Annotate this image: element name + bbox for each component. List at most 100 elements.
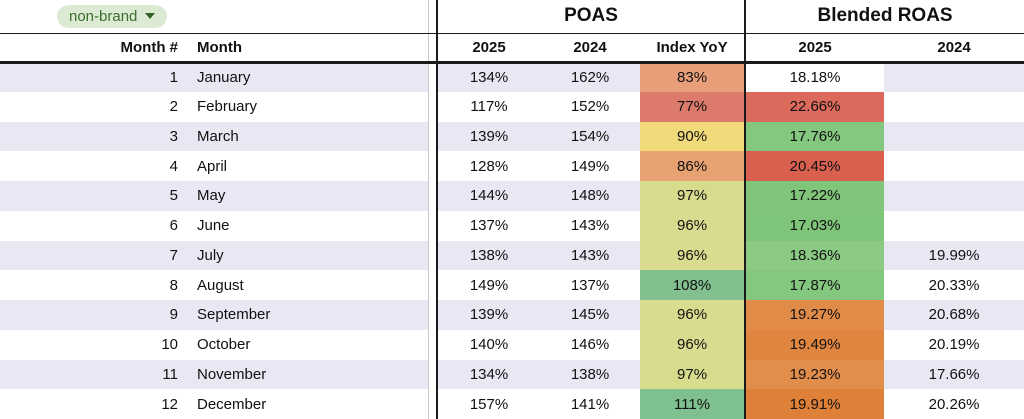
cell-month[interactable]: April bbox=[197, 157, 228, 175]
cell-poas-2025[interactable]: 138% bbox=[436, 240, 541, 271]
cell-month-number[interactable]: 2 bbox=[169, 98, 178, 116]
cell-poas-2025[interactable]: 144% bbox=[436, 181, 541, 211]
cell-roas-2024[interactable]: 20.68% bbox=[928, 306, 980, 324]
cell-index-yoy[interactable]: 83% bbox=[640, 62, 746, 92]
cell-month-number[interactable]: 1 bbox=[169, 69, 178, 87]
cell-poas-2024[interactable]: 145% bbox=[570, 306, 610, 324]
cell-poas-2025[interactable]: 134% bbox=[436, 62, 541, 92]
cell-index-yoy[interactable]: 96% bbox=[640, 210, 746, 241]
cell-roas-2025[interactable]: 18.36% bbox=[744, 240, 885, 271]
cell-month[interactable]: June bbox=[197, 217, 230, 235]
col-header-poas-2024[interactable]: 2024 bbox=[540, 33, 641, 64]
cell-roas-2025[interactable]: 18.18% bbox=[744, 62, 885, 92]
table-row: 11 November 134% 138% 97% 19.23% 17.66% bbox=[0, 359, 1024, 390]
cell-poas-2024[interactable]: 149% bbox=[570, 157, 610, 175]
divider-cell bbox=[427, 0, 438, 34]
cell-roas-2024[interactable]: 20.33% bbox=[928, 276, 980, 294]
cell-month-number[interactable]: 10 bbox=[161, 336, 178, 354]
col-header-index-yoy[interactable]: Index YoY bbox=[640, 33, 746, 64]
cell-index-yoy[interactable]: 96% bbox=[640, 300, 746, 330]
cell-roas-2024[interactable]: 17.66% bbox=[928, 365, 980, 383]
cell-poas-2024[interactable]: 143% bbox=[570, 246, 610, 264]
cell-index-yoy[interactable]: 96% bbox=[640, 329, 746, 360]
cell-roas-2024[interactable]: 20.26% bbox=[928, 395, 980, 413]
cell-poas-2025[interactable]: 128% bbox=[436, 151, 541, 181]
cell-month-number[interactable]: 6 bbox=[169, 217, 178, 235]
cell-month-number[interactable]: 4 bbox=[169, 157, 178, 175]
cell-poas-2024[interactable]: 137% bbox=[570, 276, 610, 294]
filter-dropdown[interactable]: non-brand bbox=[57, 4, 168, 28]
cell-roas-2024[interactable] bbox=[884, 211, 1024, 241]
cell-roas-2024[interactable] bbox=[884, 92, 1024, 122]
cell-roas-2025[interactable]: 19.49% bbox=[744, 329, 885, 360]
cell-poas-2025[interactable]: 134% bbox=[436, 359, 541, 390]
cell-index-yoy[interactable]: 108% bbox=[640, 270, 746, 300]
cell-poas-2024[interactable]: 141% bbox=[570, 395, 610, 413]
cell-roas-2025[interactable]: 19.27% bbox=[744, 300, 885, 330]
cell-roas-2024[interactable]: 19.99% bbox=[928, 246, 980, 264]
cell-month-number[interactable]: 3 bbox=[169, 127, 178, 145]
cell-roas-2025[interactable]: 20.45% bbox=[744, 151, 885, 181]
chevron-down-icon bbox=[145, 13, 156, 20]
col-header-month[interactable]: Month bbox=[190, 33, 429, 64]
cell-poas-2024[interactable]: 152% bbox=[570, 98, 610, 116]
cell-poas-2024[interactable]: 146% bbox=[570, 336, 610, 354]
cell-roas-2025[interactable]: 19.23% bbox=[744, 359, 885, 390]
cell-month[interactable]: July bbox=[197, 246, 224, 264]
cell-index-yoy[interactable]: 97% bbox=[640, 181, 746, 211]
cell-month[interactable]: February bbox=[197, 98, 258, 116]
cell-month-number[interactable]: 12 bbox=[161, 395, 178, 413]
cell-roas-2025[interactable]: 22.66% bbox=[744, 91, 885, 122]
cell-poas-2024[interactable]: 143% bbox=[570, 217, 610, 235]
cell-roas-2024[interactable] bbox=[884, 151, 1024, 181]
cell-month[interactable]: March bbox=[197, 127, 239, 145]
cell-roas-2025[interactable]: 17.22% bbox=[744, 181, 885, 211]
cell-index-yoy[interactable]: 77% bbox=[640, 91, 746, 122]
cell-month-number[interactable]: 5 bbox=[169, 187, 178, 205]
cell-month-number[interactable]: 7 bbox=[169, 246, 178, 264]
cell-month[interactable]: August bbox=[197, 276, 244, 294]
cell-index-yoy[interactable]: 97% bbox=[640, 359, 746, 390]
table-row: 12 December 157% 141% 111% 19.91% 20.26% bbox=[0, 389, 1024, 419]
cell-poas-2025[interactable]: 140% bbox=[436, 329, 541, 360]
cell-poas-2024[interactable]: 148% bbox=[570, 187, 610, 205]
cell-month-number[interactable]: 8 bbox=[169, 276, 178, 294]
cell-poas-2025[interactable]: 139% bbox=[436, 121, 541, 152]
cell-roas-2025[interactable]: 17.76% bbox=[744, 121, 885, 152]
divider-cell bbox=[427, 210, 438, 241]
cell-roas-2024[interactable] bbox=[884, 181, 1024, 211]
cell-roas-2025[interactable]: 19.91% bbox=[744, 389, 885, 419]
cell-index-yoy[interactable]: 90% bbox=[640, 121, 746, 152]
col-header-month-number[interactable]: Month # bbox=[0, 33, 190, 64]
cell-index-yoy[interactable]: 111% bbox=[640, 389, 746, 419]
cell-poas-2024[interactable]: 138% bbox=[570, 365, 610, 383]
cell-index-yoy[interactable]: 86% bbox=[640, 151, 746, 181]
col-header-poas-2025[interactable]: 2025 bbox=[436, 33, 541, 64]
cell-month-number[interactable]: 11 bbox=[162, 365, 178, 383]
cell-roas-2025[interactable]: 17.87% bbox=[744, 270, 885, 300]
cell-roas-2025[interactable]: 17.03% bbox=[744, 210, 885, 241]
cell-month-number[interactable]: 9 bbox=[169, 306, 178, 324]
cell-month[interactable]: November bbox=[197, 365, 267, 383]
col-header-roas-2025[interactable]: 2025 bbox=[744, 33, 885, 64]
cell-roas-2024[interactable] bbox=[884, 62, 1024, 92]
table-row: 1 January 134% 162% 83% 18.18% bbox=[0, 62, 1024, 92]
cell-month[interactable]: January bbox=[197, 69, 251, 87]
cell-poas-2025[interactable]: 157% bbox=[436, 389, 541, 419]
cell-poas-2024[interactable]: 154% bbox=[570, 127, 610, 145]
cell-index-yoy[interactable]: 96% bbox=[640, 240, 746, 271]
cell-month[interactable]: September bbox=[197, 306, 271, 324]
cell-poas-2025[interactable]: 149% bbox=[436, 270, 541, 300]
table-row: 4 April 128% 149% 86% 20.45% bbox=[0, 151, 1024, 181]
cell-month[interactable]: May bbox=[197, 187, 226, 205]
col-header-roas-2024[interactable]: 2024 bbox=[884, 33, 1024, 64]
cell-poas-2024[interactable]: 162% bbox=[570, 69, 610, 87]
cell-roas-2024[interactable]: 20.19% bbox=[928, 336, 980, 354]
cell-poas-2025[interactable]: 137% bbox=[436, 210, 541, 241]
cell-poas-2025[interactable]: 117% bbox=[436, 91, 541, 122]
cell-poas-2025[interactable]: 139% bbox=[436, 300, 541, 330]
cell-month[interactable]: October bbox=[197, 336, 251, 354]
cell-month[interactable]: December bbox=[197, 395, 267, 413]
cell-roas-2024[interactable] bbox=[884, 122, 1024, 152]
